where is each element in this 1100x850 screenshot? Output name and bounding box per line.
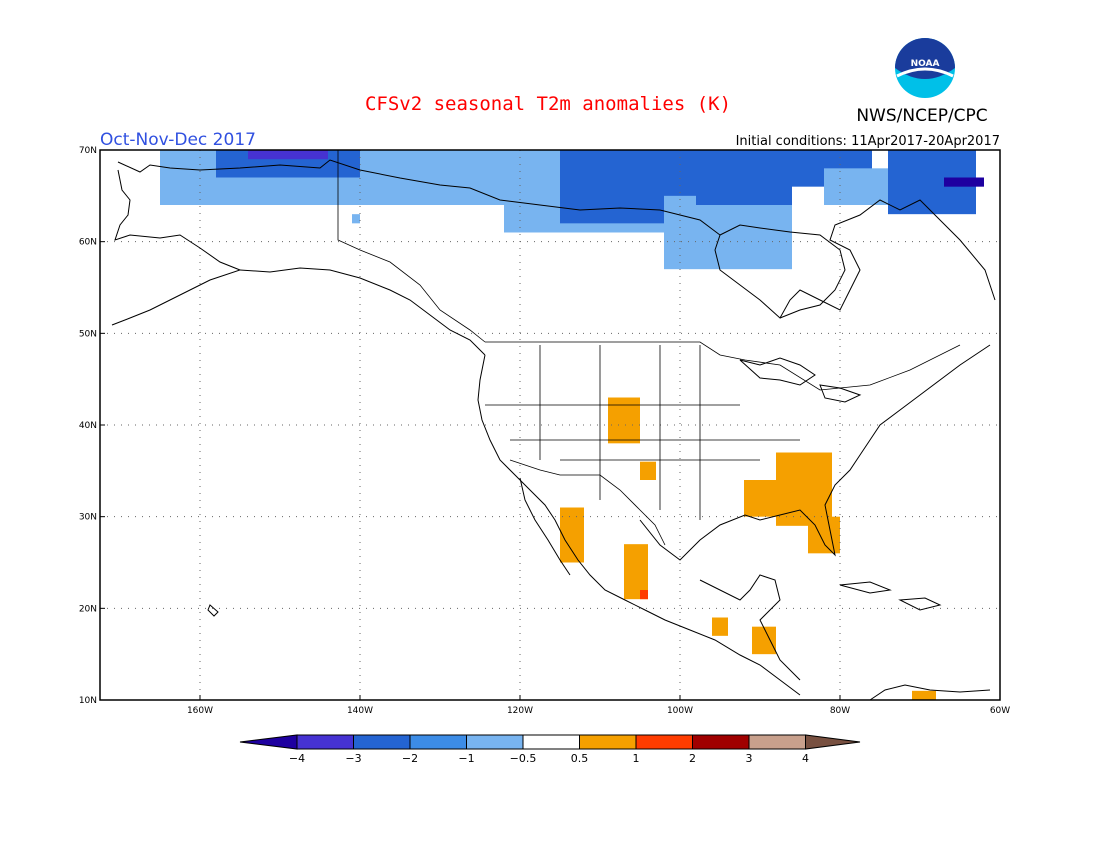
lon-tick-label: 160W bbox=[187, 706, 213, 716]
lat-tick-label: 30N bbox=[79, 513, 97, 523]
colorbar-label: −2 bbox=[402, 752, 418, 765]
colorbar-bin bbox=[296, 734, 354, 750]
season-label: Oct-Nov-Dec 2017 bbox=[100, 130, 256, 150]
colorbar-label: 1 bbox=[633, 752, 640, 765]
colorbar-bin bbox=[409, 734, 467, 750]
anomaly-region-23 bbox=[912, 690, 936, 700]
anomaly-cells bbox=[160, 150, 984, 700]
anomaly-region-15 bbox=[776, 452, 832, 526]
colorbar-bin bbox=[748, 734, 806, 750]
map-area: 70N 60N 50N 40N 30N 20N 10N 160W 140W 120W 100W 80W… bbox=[79, 146, 1010, 716]
lon-tick-label: 100W bbox=[667, 706, 693, 716]
colorbar-label: 4 bbox=[802, 752, 809, 765]
colorbar-bin bbox=[635, 734, 693, 750]
colorbar-upper-extension bbox=[805, 734, 861, 750]
anomaly-region-13 bbox=[608, 397, 640, 444]
anomaly-region-2 bbox=[248, 150, 328, 160]
colorbar-bin bbox=[353, 734, 411, 750]
lon-tick-label: 80W bbox=[830, 706, 850, 716]
colorbar-bin bbox=[466, 734, 524, 750]
logo-text: NOAA bbox=[911, 59, 940, 69]
colorbar-label: 3 bbox=[746, 752, 753, 765]
lat-tick-label: 70N bbox=[79, 146, 97, 156]
coastlines bbox=[111, 159, 996, 701]
axis-tick-labels: 70N 60N 50N 40N 30N 20N 10N 160W 140W 120W 100W 80W… bbox=[79, 146, 1010, 716]
colorbar-label: 2 bbox=[689, 752, 696, 765]
colorbar-lower-extension bbox=[239, 734, 298, 750]
lat-tick-label: 20N bbox=[79, 604, 97, 614]
lat-tick-label: 60N bbox=[79, 238, 97, 248]
lat-tick-label: 50N bbox=[79, 329, 97, 339]
colorbar-label: −1 bbox=[458, 752, 474, 765]
lat-tick-label: 40N bbox=[79, 421, 97, 431]
colorbar-bin bbox=[522, 734, 580, 750]
anomaly-region-3 bbox=[360, 150, 504, 178]
political-borders bbox=[337, 150, 961, 546]
anomaly-region-22 bbox=[712, 617, 728, 636]
anomaly-region-11 bbox=[944, 177, 984, 187]
anomaly-region-6 bbox=[664, 195, 792, 270]
lon-tick-label: 60W bbox=[990, 706, 1010, 716]
lon-tick-label: 120W bbox=[507, 706, 533, 716]
colorbar-label: −4 bbox=[289, 752, 305, 765]
anomaly-region-14 bbox=[640, 461, 656, 480]
colorbar-bin bbox=[692, 734, 750, 750]
anomaly-region-9 bbox=[824, 168, 888, 205]
anomaly-region-12 bbox=[352, 214, 360, 224]
anomaly-region-21 bbox=[752, 626, 776, 655]
anomaly-region-20 bbox=[640, 590, 648, 600]
initial-conditions-label: Initial conditions: 11Apr2017-20Apr2017 bbox=[736, 134, 1000, 149]
anomaly-region-16 bbox=[744, 480, 776, 517]
lon-tick-label: 140W bbox=[347, 706, 373, 716]
figure-title: CFSv2 seasonal T2m anomalies (K) bbox=[365, 93, 731, 115]
colorbar-label: −3 bbox=[345, 752, 361, 765]
anomaly-region-18 bbox=[560, 507, 584, 563]
agency-label: NWS/NCEP/CPC bbox=[856, 106, 987, 126]
graticule bbox=[100, 150, 1000, 700]
colorbar-label: −0.5 bbox=[510, 752, 537, 765]
noaa-logo: NOAA bbox=[895, 38, 955, 98]
lat-tick-label: 10N bbox=[79, 696, 97, 706]
colorbar-legend: −4 −3 −2 −1 −0.5 0.5 1 2 3 4 bbox=[239, 734, 861, 765]
colorbar-label: 0.5 bbox=[571, 752, 589, 765]
colorbar-bin bbox=[579, 734, 637, 750]
